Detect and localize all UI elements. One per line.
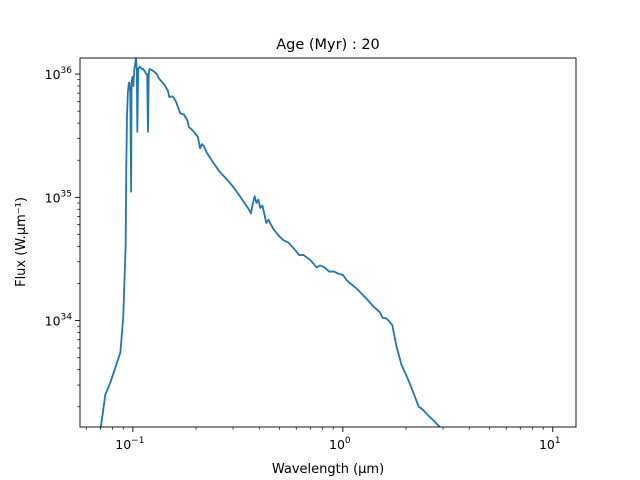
plot-frame xyxy=(79,57,577,428)
plot-area xyxy=(79,57,577,428)
chart-title: Age (Myr) : 20 xyxy=(276,37,380,53)
x-tick-label: 100 xyxy=(329,436,351,452)
x-tick-label: 101 xyxy=(539,436,561,452)
y-tick-label: 1036 xyxy=(45,66,73,82)
series-line-flux xyxy=(99,58,441,427)
y-tick-label: 1035 xyxy=(45,189,72,205)
x-axis-label: Wavelength (μm) xyxy=(272,462,384,477)
y-axis-ticks: 1034 1035 1036 xyxy=(45,66,80,408)
x-axis-ticks: 10−1 100 101 xyxy=(85,427,561,452)
x-tick-label: 10−1 xyxy=(115,436,144,452)
y-tick-label: 1034 xyxy=(45,313,73,329)
y-axis-label: Flux (W.μm⁻¹) xyxy=(14,197,29,287)
